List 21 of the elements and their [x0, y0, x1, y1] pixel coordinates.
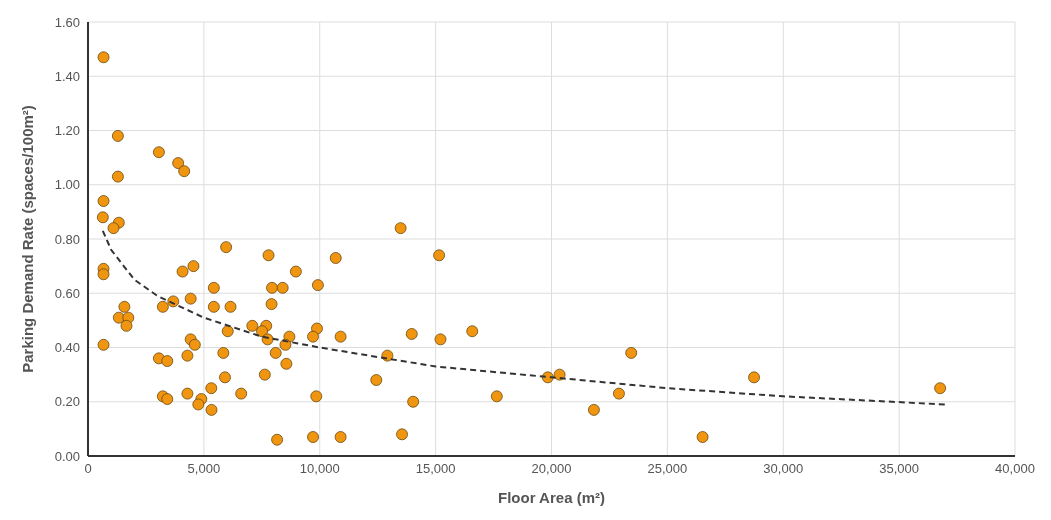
y-tick-label: 1.20: [54, 123, 80, 139]
y-axis-title: Parking Demand Rate (spaces/100m²): [19, 105, 37, 373]
x-tick-label: 25,000: [647, 461, 688, 477]
x-tick-label: 30,000: [763, 461, 804, 477]
x-tick-label: 20,000: [531, 461, 572, 477]
line-series: [101, 229, 947, 406]
y-tick-label: 0.60: [54, 285, 80, 301]
y-tick-label: 0.80: [54, 231, 80, 247]
x-tick-label: 0: [84, 461, 92, 477]
y-tick-label: 1.00: [54, 177, 80, 193]
y-tick-label: 0.40: [54, 340, 80, 356]
y-tick-label: 0.00: [54, 448, 80, 464]
y-tick-label: 1.40: [54, 68, 80, 84]
x-tick-label: 15,000: [415, 461, 456, 477]
x-axis-title: Floor Area (m²): [498, 488, 605, 506]
x-tick-label: 40,000: [995, 461, 1035, 477]
x-tick-label: 10,000: [299, 461, 340, 477]
x-tick-label: 5,000: [187, 461, 221, 477]
y-tick-label: 0.20: [54, 394, 80, 410]
x-tick-label: 35,000: [879, 461, 920, 477]
y-tick-label: 1.60: [54, 14, 80, 30]
